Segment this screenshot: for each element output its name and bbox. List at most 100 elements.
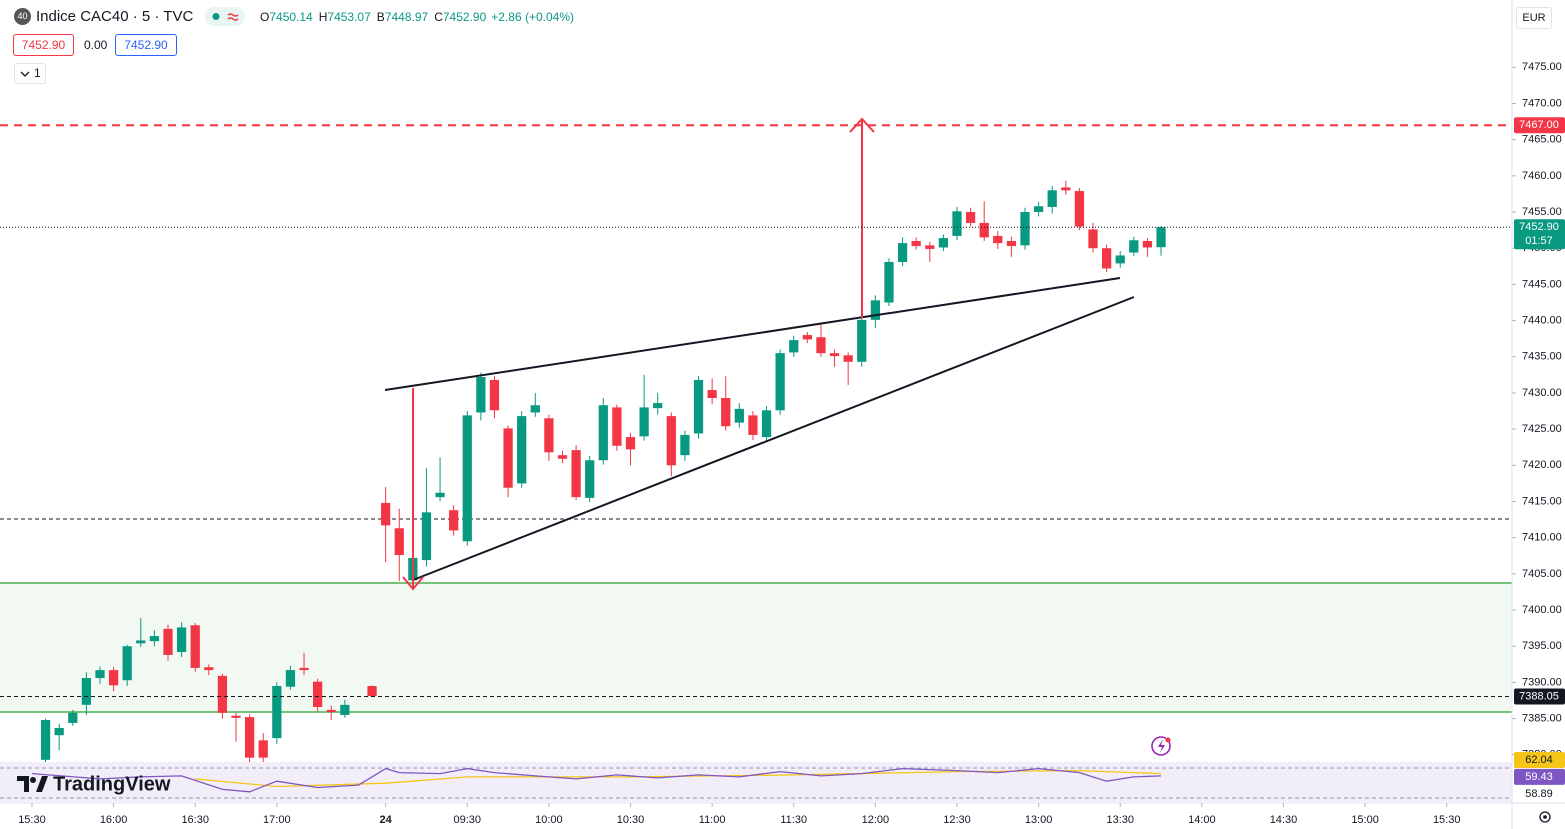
sell-button[interactable]: 7452.90: [13, 34, 74, 56]
symbol-title[interactable]: Indice CAC40 · 5 · TVC: [36, 8, 194, 25]
candle-body: [884, 261, 894, 303]
y-tick-label: 7425.00: [1522, 423, 1562, 435]
trend-line: [412, 296, 1135, 581]
chevron: [20, 71, 30, 77]
ohlc-legend: O7450.14 H7453.07 B7448.97 C7452.90 +2.86 (+…: [260, 10, 574, 24]
candle-body: [680, 434, 690, 456]
indicators-count: 1: [34, 66, 41, 80]
candle-body: [258, 740, 268, 758]
x-tick-label: 14:00: [1188, 814, 1216, 826]
candle-body: [136, 640, 146, 644]
candle-body: [870, 300, 880, 320]
ohlc-label: H: [318, 10, 328, 24]
candle-body: [952, 211, 962, 236]
rsi-label: 62.04: [1525, 754, 1553, 766]
zone: [0, 583, 1512, 712]
candle-body: [489, 379, 500, 411]
candle-body: [367, 686, 377, 697]
candle-body: [625, 437, 636, 450]
candle-body: [897, 243, 908, 262]
y-tick-label: 7455.00: [1522, 206, 1562, 218]
currency-button[interactable]: EUR: [1516, 7, 1552, 29]
ohlc-label: B: [376, 10, 385, 24]
prev-close-label: 7388.05: [1519, 690, 1559, 702]
candle-body: [217, 675, 228, 713]
candle-body: [1129, 240, 1139, 253]
candle-body: [81, 678, 92, 705]
candle-body: [122, 646, 132, 681]
arrow: [402, 117, 875, 591]
rsi-ma-line: [195, 769, 1162, 788]
candle-body: [1088, 229, 1098, 249]
candle-body: [340, 704, 350, 715]
watermark-logo: [17, 776, 48, 792]
candle-body: [163, 628, 173, 655]
candle-body: [54, 727, 64, 736]
candle-body: [176, 627, 187, 653]
candle-body: [381, 502, 391, 526]
prev-close-tag: [1514, 688, 1565, 705]
candle-body: [666, 416, 676, 466]
candle-body: [571, 450, 581, 498]
rsi-lines: [31, 767, 1162, 793]
candle-body: [1142, 240, 1153, 248]
candle-body: [530, 405, 540, 413]
watermark: TradingView: [53, 773, 171, 795]
x-tick-label: 11:00: [699, 814, 726, 826]
candle-body: [585, 460, 595, 498]
status-pill[interactable]: [205, 7, 245, 26]
candle-body: [639, 407, 649, 437]
candle-body: [1115, 255, 1125, 264]
alert-icon[interactable]: [1151, 736, 1171, 756]
candle-body: [244, 717, 255, 758]
x-tick-label: 13:00: [1025, 814, 1053, 826]
x-tick-label: 12:30: [943, 814, 971, 826]
candle-body: [1033, 206, 1044, 213]
y-tick-label: 7470.00: [1522, 97, 1562, 109]
x-tick-label: 17:00: [263, 814, 291, 826]
last-price-label: 7452.90: [1519, 221, 1559, 233]
change: +2.86 (+0.04%): [491, 10, 574, 24]
y-tick-label: 7390.00: [1522, 676, 1562, 688]
candle-body: [748, 415, 758, 435]
candle-body: [816, 337, 826, 354]
y-tick-label: 7410.00: [1522, 532, 1562, 544]
candle-body: [313, 681, 323, 708]
candle-body: [707, 390, 717, 399]
candle-body: [857, 319, 867, 362]
candle-body: [517, 416, 527, 484]
x-tick-label: 09:30: [454, 814, 482, 826]
buy-button[interactable]: 7452.90: [115, 34, 177, 56]
main-pane: [40, 180, 1166, 762]
candle-body: [95, 670, 105, 679]
candle-body: [693, 379, 704, 434]
candle-body: [149, 636, 160, 642]
indicators-toggle[interactable]: 1: [14, 63, 46, 84]
candle-body: [829, 353, 840, 357]
x-tick-label: 14:30: [1270, 814, 1298, 826]
candle-body: [993, 235, 1003, 244]
candle-body: [1074, 191, 1085, 227]
settings-icon[interactable]: [1538, 810, 1552, 824]
ohlc-value: 7453.07: [327, 10, 371, 24]
y-tick-label: 7445.00: [1522, 278, 1562, 290]
x-tick-label: 12:00: [862, 814, 890, 826]
candle-body: [1047, 190, 1057, 207]
candle-body: [204, 667, 214, 671]
candle-body: [789, 340, 799, 353]
countdown: 01:57: [1525, 235, 1553, 247]
y-tick-label: 7440.00: [1522, 314, 1562, 326]
candle-body: [598, 405, 608, 461]
candle-body: [557, 455, 568, 459]
candle-body: [653, 403, 663, 409]
ohlc-label: C: [434, 10, 443, 24]
candle-body: [938, 238, 949, 248]
y-tick-label: 7430.00: [1522, 387, 1562, 399]
x-tick-label: 16:30: [181, 814, 209, 826]
rsi-pane: [0, 762, 1512, 802]
y-tick-label: 7465.00: [1522, 134, 1562, 146]
x-tick-label: 10:30: [617, 814, 645, 826]
rsi-label: 58.89: [1525, 788, 1553, 800]
